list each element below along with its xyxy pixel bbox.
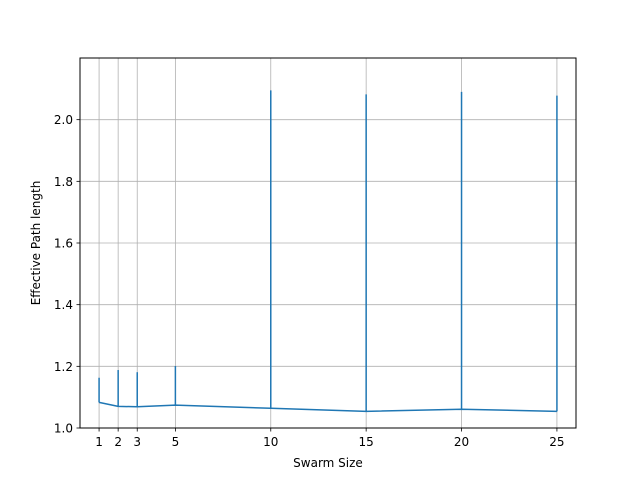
x-tick-label: 20: [454, 435, 469, 449]
y-tick-label: 1.8: [54, 175, 73, 189]
y-axis: 1.0 1.2 1.4 1.6 1.8 2.0: [54, 113, 80, 436]
x-tick-label: 5: [172, 435, 180, 449]
y-axis-label: Effective Path length: [29, 181, 43, 306]
x-tick-label: 2: [114, 435, 122, 449]
y-tick-label: 2.0: [54, 113, 73, 127]
y-tick-label: 1.0: [54, 422, 73, 436]
x-tick-label: 10: [263, 435, 278, 449]
x-tick-label: 3: [133, 435, 141, 449]
series-layer: [98, 90, 558, 413]
y-tick-label: 1.6: [54, 237, 73, 251]
y-tick-label: 1.2: [54, 360, 73, 374]
x-axis: 1 2 3 5 10 15 20 25: [95, 428, 565, 449]
series-line: [98, 401, 557, 413]
x-axis-label: Swarm Size: [293, 456, 363, 470]
x-tick-label: 25: [549, 435, 564, 449]
x-tick-label: 15: [359, 435, 374, 449]
x-tick-label: 1: [95, 435, 103, 449]
y-tick-label: 1.4: [54, 298, 73, 312]
